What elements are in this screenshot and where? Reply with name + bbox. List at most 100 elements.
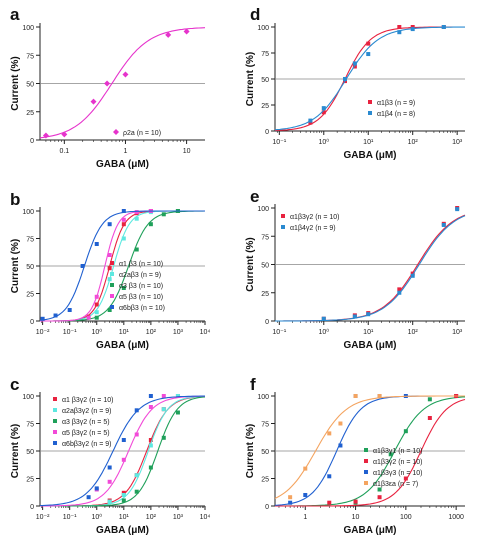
x-tick-label: 10³ — [173, 514, 184, 521]
legend-marker — [368, 100, 372, 104]
x-tick-label: 10² — [146, 329, 157, 336]
data-point — [161, 394, 166, 398]
x-tick-label: 10⁴ — [200, 514, 211, 521]
series-1 — [275, 394, 466, 507]
x-tick-label: 10³ — [452, 139, 463, 146]
y-tick-label: 0 — [30, 138, 34, 145]
x-tick-label: 10⁻² — [36, 514, 50, 521]
x-tick-label: 10² — [146, 514, 157, 521]
data-point — [148, 405, 153, 409]
series-2 — [274, 25, 465, 131]
legend: ρ2a (n = 10) — [113, 129, 161, 137]
fit-curve — [274, 26, 465, 131]
data-point — [288, 500, 293, 505]
data-point — [107, 253, 112, 257]
data-point — [366, 41, 371, 46]
data-point — [427, 416, 432, 420]
data-point — [288, 495, 293, 500]
data-point — [121, 438, 126, 442]
fit-curve — [39, 395, 205, 507]
data-point — [148, 394, 153, 398]
data-point — [352, 64, 357, 69]
data-point — [441, 25, 446, 29]
data-point — [321, 106, 326, 111]
x-axis-title: GABA (μM) — [344, 525, 397, 536]
legend-marker — [281, 225, 285, 229]
chart-panel-b: b 0 25 50 75 100 10⁻² 10⁻¹ 10⁰ 10¹ 10² 10³ 10⁴ GABA (… — [10, 190, 210, 351]
data-point — [366, 312, 371, 317]
legend: α1β3 (n = 9) α1β4 (n = 8) — [368, 100, 415, 118]
legend: α1β3γ2 (n = 10) α1β4γ2 (n = 9) — [281, 214, 340, 232]
x-tick-label: 10² — [408, 329, 419, 336]
legend: α1 β3γ2 (n = 10) α2aβ3γ2 (n = 9) α3 β3γ2 (… — [53, 397, 113, 448]
legend-label: α1β4γ2 (n = 9) — [290, 225, 336, 232]
legend-label: α1β4 (n = 8) — [377, 111, 415, 118]
panel-label: b — [10, 190, 20, 209]
data-point — [403, 476, 408, 481]
legend-label: α1β3 (n = 9) — [377, 100, 415, 107]
x-tick-label: 10⁴ — [200, 329, 211, 336]
data-point — [121, 222, 126, 227]
data-point — [308, 118, 313, 123]
data-point — [366, 52, 371, 57]
legend-marker — [110, 261, 114, 265]
y-tick-label: 100 — [22, 209, 34, 216]
data-point — [121, 457, 126, 462]
data-point — [338, 443, 343, 448]
data-point — [161, 212, 166, 217]
x-tick-label: 0.1 — [59, 148, 69, 155]
data-point — [94, 310, 99, 315]
y-tick-label: 75 — [26, 53, 34, 60]
x-tick-label: 10⁻¹ — [63, 329, 77, 336]
legend-marker — [53, 408, 57, 412]
y-axis-title: Current (%) — [245, 52, 256, 106]
series-1 — [39, 27, 206, 139]
panel-label: f — [250, 375, 256, 394]
data-point — [94, 302, 99, 307]
fit-curve — [40, 395, 205, 507]
data-point — [377, 487, 382, 492]
data-point — [121, 498, 126, 503]
data-point — [86, 495, 91, 500]
data-point — [94, 486, 99, 491]
chart-panel-a: a 0 25 50 75 100 0.1 1 10 GABA (μM) Current (%) ρ2a… — [10, 5, 206, 170]
x-tick-label: 1 — [303, 514, 307, 521]
data-point — [377, 394, 382, 398]
x-axis-title: GABA (μM) — [344, 340, 397, 351]
chart-panel-f: f 0 25 50 75 100 1 10 100 1000 GABA (μM) Current (%… — [245, 375, 466, 536]
fit-curve — [275, 396, 466, 507]
data-point — [308, 120, 313, 125]
y-tick-label: 75 — [261, 51, 269, 58]
y-axis-title: Current (%) — [245, 237, 256, 291]
data-point — [94, 315, 99, 320]
y-tick-label: 75 — [261, 422, 269, 429]
legend-label: α3 β3γ2 (n = 5) — [62, 419, 110, 426]
y-tick-label: 50 — [261, 77, 269, 84]
legend-label: α3 β3 (n = 10) — [119, 283, 163, 290]
x-tick-label: 1 — [124, 148, 128, 155]
y-tick-label: 25 — [26, 292, 34, 299]
y-tick-label: 0 — [265, 504, 269, 511]
x-axis-title: GABA (μM) — [344, 150, 397, 161]
data-point — [107, 308, 112, 312]
data-point — [410, 273, 415, 278]
legend-marker — [53, 430, 57, 434]
y-tick-label: 0 — [265, 129, 269, 136]
x-tick-label: 10¹ — [363, 329, 374, 336]
legend-marker — [110, 305, 114, 309]
data-point — [42, 132, 49, 139]
chart-panel-d: d 0 25 50 75 100 10⁻¹ 10⁰ 10¹ 10² 10³ GABA (μM) Curr… — [245, 5, 465, 161]
data-point — [80, 264, 85, 268]
data-point — [303, 466, 308, 471]
data-point — [175, 394, 180, 398]
data-point — [107, 277, 112, 282]
data-point — [122, 71, 129, 78]
series-2 — [275, 207, 466, 322]
data-point — [388, 452, 393, 457]
legend-marker — [281, 214, 285, 218]
x-tick-label: 10 — [352, 514, 360, 521]
legend-label: α5 β3 (n = 10) — [119, 294, 163, 301]
data-point — [403, 429, 408, 434]
x-tick-label: 10⁻¹ — [63, 514, 77, 521]
